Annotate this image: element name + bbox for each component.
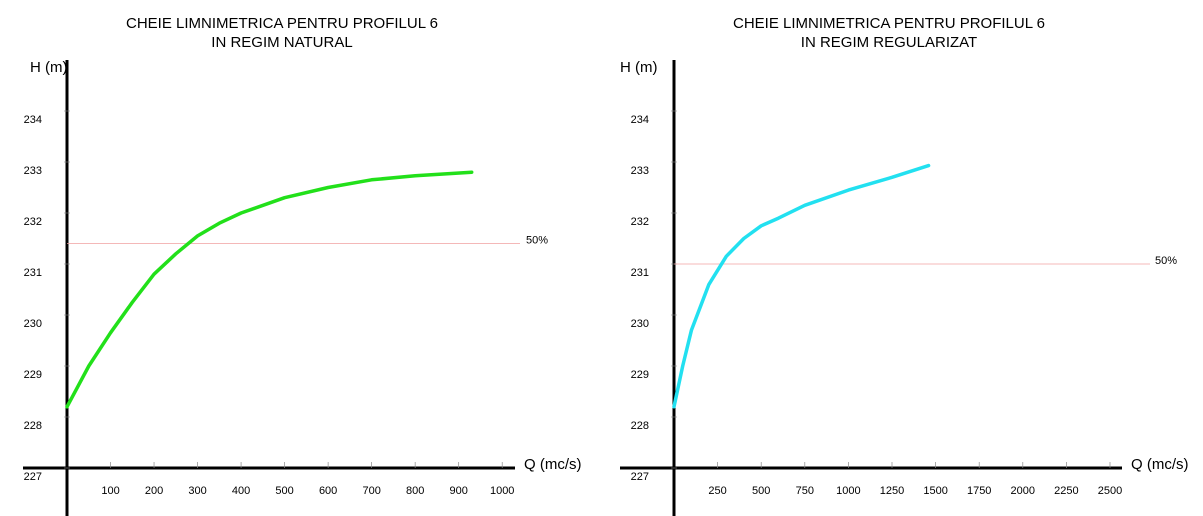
x-tick-label: 2250	[1054, 485, 1078, 497]
chart-title-line: CHEIE LIMNIMETRICA PENTRU PROFILUL 6	[733, 15, 1045, 32]
y-axis-label: H (m)	[620, 59, 658, 76]
y-tick-label: 228	[631, 420, 649, 432]
x-axis-label: Q (mc/s)	[1131, 456, 1189, 473]
x-tick-label: 250	[708, 485, 726, 497]
chart-title-line: CHEIE LIMNIMETRICA PENTRU PROFILUL 6	[126, 15, 438, 32]
y-tick-label: 232	[24, 216, 42, 228]
y-tick-label: 233	[24, 165, 42, 177]
y-tick-label: 229	[24, 369, 42, 381]
chart-regularizat: CHEIE LIMNIMETRICA PENTRU PROFILUL 6 IN R…	[620, 15, 1189, 516]
x-tick-label: 2000	[1011, 485, 1035, 497]
y-tick-label: 231	[631, 267, 649, 279]
x-axis-label: Q (mc/s)	[524, 456, 582, 473]
x-tick-label: 1250	[880, 485, 904, 497]
x-tick-label: 300	[188, 485, 206, 497]
x-tick-label: 750	[796, 485, 814, 497]
y-tick-label: 231	[24, 267, 42, 279]
x-tick-label: 700	[362, 485, 380, 497]
x-tick-label: 2500	[1098, 485, 1122, 497]
x-tick-label: 100	[101, 485, 119, 497]
chart-subtitle-line: IN REGIM REGULARIZAT	[801, 34, 977, 51]
x-tick-label: 1000	[836, 485, 860, 497]
x-tick-label: 1750	[967, 485, 991, 497]
y-tick-label: 232	[631, 216, 649, 228]
reference-line-label: 50%	[526, 235, 548, 247]
reference-line-label: 50%	[1155, 255, 1177, 267]
chart-natural: CHEIE LIMNIMETRICA PENTRU PROFILUL 6 IN R…	[23, 15, 582, 516]
x-tick-label: 900	[450, 485, 468, 497]
y-tick-label: 234	[24, 114, 42, 126]
y-tick-label: 230	[631, 318, 649, 330]
x-tick-label: 800	[406, 485, 424, 497]
x-tick-label: 500	[752, 485, 770, 497]
rating-curve-line	[65, 170, 474, 409]
x-tick-label: 1500	[923, 485, 947, 497]
x-tick-label: 500	[275, 485, 293, 497]
y-tick-label: 229	[631, 369, 649, 381]
x-tick-label: 400	[232, 485, 250, 497]
y-tick-label: 233	[631, 165, 649, 177]
y-tick-label: 234	[631, 114, 649, 126]
y-tick-label: 228	[24, 420, 42, 432]
y-tick-label: 230	[24, 318, 42, 330]
x-tick-label: 200	[145, 485, 163, 497]
y-axis-label: H (m)	[30, 59, 68, 76]
rating-curve-line	[672, 163, 931, 409]
y-tick-label: 227	[631, 471, 649, 483]
y-tick-label: 227	[24, 471, 42, 483]
x-tick-label: 600	[319, 485, 337, 497]
x-tick-label: 1000	[490, 485, 514, 497]
chart-subtitle-line: IN REGIM NATURAL	[211, 34, 352, 51]
